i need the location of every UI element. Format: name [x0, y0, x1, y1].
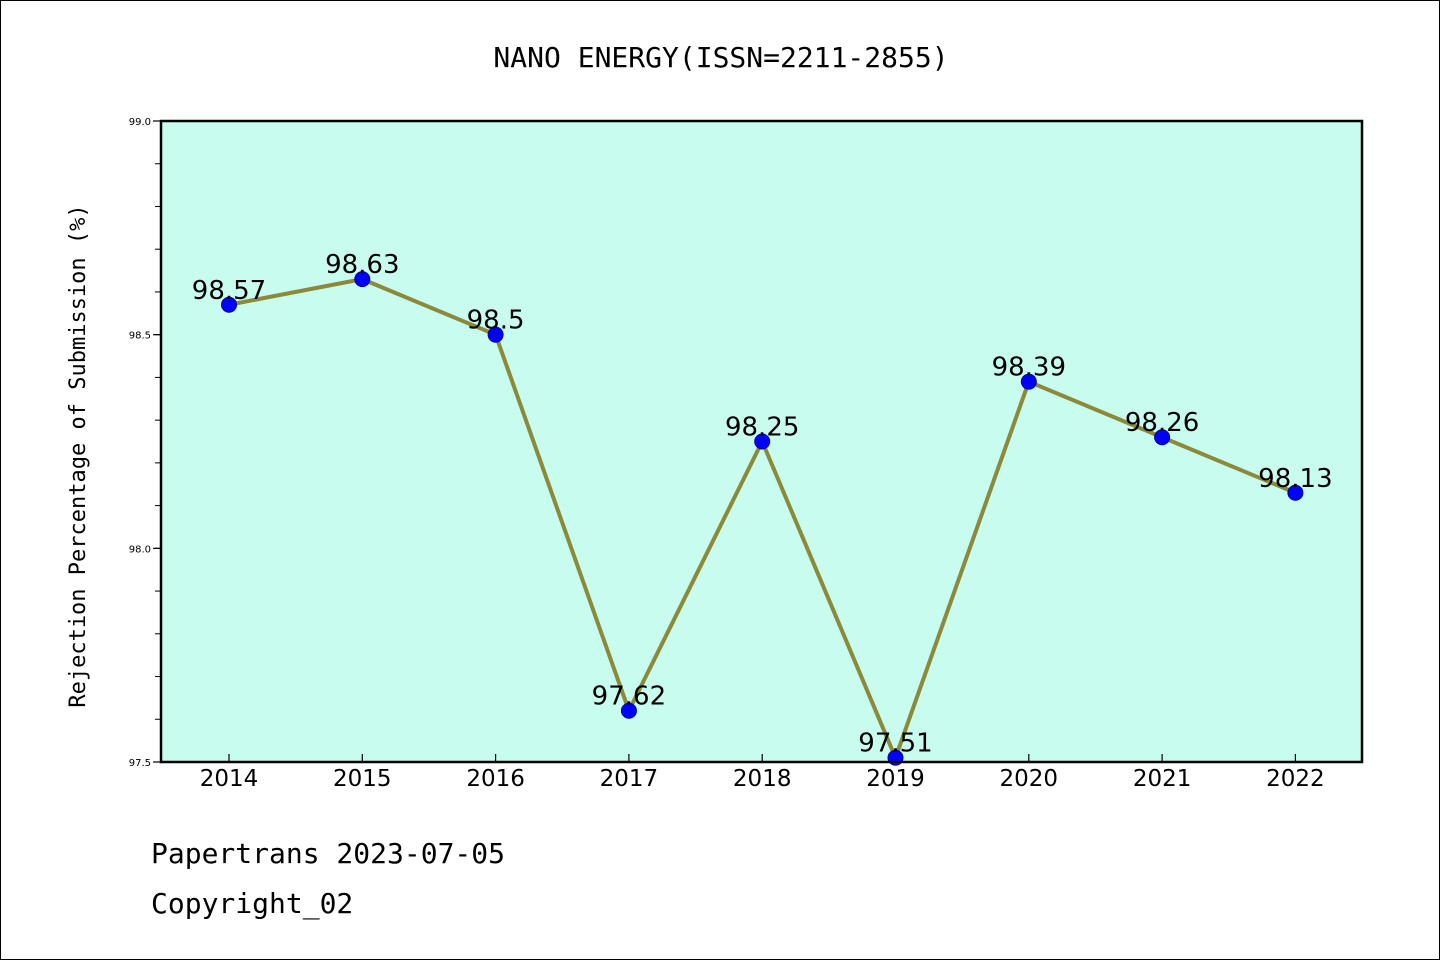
- x-tick-label: 2018: [733, 766, 792, 792]
- x-tick-label: 2014: [200, 766, 259, 792]
- data-label: 98.39: [992, 353, 1066, 383]
- data-point: [1020, 373, 1037, 390]
- data-point: [754, 433, 771, 450]
- x-tick-label: 2015: [333, 766, 392, 792]
- footer-date: Papertrans 2023-07-05: [151, 837, 506, 870]
- data-point: [221, 296, 237, 313]
- x-tick-label: 2017: [600, 766, 659, 792]
- data-point: [620, 702, 637, 719]
- series-layer: [221, 271, 1304, 766]
- x-tick-label: 2021: [1133, 766, 1192, 792]
- data-label: 98.25: [725, 413, 799, 443]
- y-tick-label: 98.5: [129, 331, 151, 342]
- data-label: 98.26: [1125, 408, 1199, 438]
- data-point: [487, 326, 504, 343]
- y-tick-label: 97.5: [129, 758, 151, 769]
- y-tick-label: 98.0: [129, 544, 151, 555]
- y-tick-label: 99.0: [129, 117, 151, 128]
- data-label: 98.63: [325, 250, 399, 280]
- plot-frame: [159, 119, 1364, 764]
- x-tick-label: 2022: [1266, 766, 1325, 792]
- data-label: 97.51: [858, 729, 932, 759]
- data-label: 98.57: [192, 276, 266, 306]
- chart-title: NANO ENERGY(ISSN=2211-2855): [493, 41, 948, 74]
- y-axis-label: Rejection Percentage of Submission (%): [66, 204, 91, 707]
- data-point: [1154, 429, 1171, 446]
- x-tick-label: 2020: [1000, 766, 1059, 792]
- data-label-layer: 98.57 98.63 98.5 97.62 98.25 97.51 98.39 98.26 9…: [192, 250, 1333, 759]
- x-tick-label: 2019: [866, 766, 925, 792]
- data-label: 97.62: [592, 682, 666, 712]
- x-tick-label: 2016: [466, 766, 525, 792]
- data-point: [354, 271, 371, 288]
- data-point: [1287, 484, 1304, 501]
- x-axis: 2014 2015 2016 2017 2018 2019 2020 2021 2022: [200, 754, 1325, 792]
- y-axis: 97.5 98.0 98.5 99.0: [129, 117, 161, 769]
- data-label: 98.5: [467, 306, 525, 336]
- data-label: 98.13: [1258, 464, 1332, 494]
- footer-copyright: Copyright_02: [151, 887, 354, 920]
